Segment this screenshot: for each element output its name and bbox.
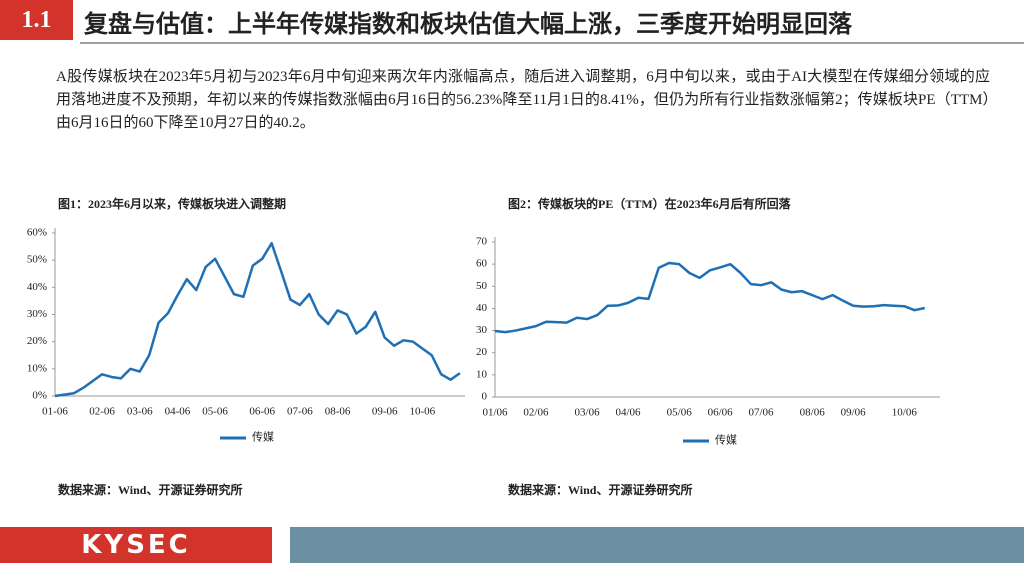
x-tick-label: 01/06 [482,407,508,419]
x-tick-label: 08-06 [325,406,351,418]
x-tick-label: 02/06 [523,407,549,419]
y-tick-label: 10 [476,368,488,380]
footer-bar [290,527,1024,563]
y-tick-label: 50% [27,254,47,266]
line-series [494,261,926,334]
y-tick-label: 50 [476,280,488,292]
x-tick-label: 07/06 [749,407,775,419]
slide-title: 复盘与估值：上半年传媒指数和板块估值大幅上涨，三季度开始明显回落 [84,10,852,38]
y-tick-label: 30% [27,308,47,320]
legend-label: 传媒 [252,431,274,444]
chart-title: 图1：2023年6月以来，传媒板块进入调整期 [58,196,286,211]
section-number: 1.1 [0,0,73,40]
y-tick-label: 40% [27,281,47,293]
y-tick-label: 0 [482,391,488,403]
x-tick-label: 08/06 [800,407,826,419]
x-tick-label: 05-06 [202,406,228,418]
source-note: 数据来源：Wind、开源证券研究所 [508,482,692,497]
x-tick-label: 06/06 [708,407,734,419]
line-series [54,241,461,398]
y-tick-label: 60 [476,258,488,270]
legend-label: 传媒 [715,434,737,447]
y-tick-label: 60% [27,227,47,239]
y-tick-label: 40 [476,302,488,314]
x-tick-label: 03/06 [575,407,601,419]
x-tick-label: 07-06 [287,406,313,418]
x-tick-label: 09-06 [372,406,398,418]
header-rule [80,42,1024,44]
y-tick-label: 20% [27,335,47,347]
body-text: A股传媒板块在2023年5月初与2023年6月中旬迎来两次年内涨幅高点，随后进入… [56,69,990,131]
x-tick-label: 05/06 [667,407,693,419]
x-tick-label: 02-06 [89,406,115,418]
x-tick-label: 04/06 [615,407,641,419]
chart-title: 图2：传媒板块的PE（TTM）在2023年6月后有所回落 [508,196,792,211]
x-tick-label: 06-06 [249,406,275,418]
x-tick-label: 04-06 [165,406,191,418]
y-tick-label: 10% [27,362,47,374]
y-tick-label: 20 [476,346,488,358]
x-tick-label: 10/06 [892,407,918,419]
source-note: 数据来源：Wind、开源证券研究所 [58,482,242,497]
y-tick-label: 70 [476,236,488,248]
x-tick-label: 01-06 [42,406,68,418]
x-tick-label: 03-06 [127,406,153,418]
y-tick-label: 30 [476,324,488,336]
logo: KYSEC [0,527,272,563]
x-tick-label: 09/06 [841,407,867,419]
x-tick-label: 10-06 [409,406,435,418]
y-tick-label: 0% [32,390,47,402]
